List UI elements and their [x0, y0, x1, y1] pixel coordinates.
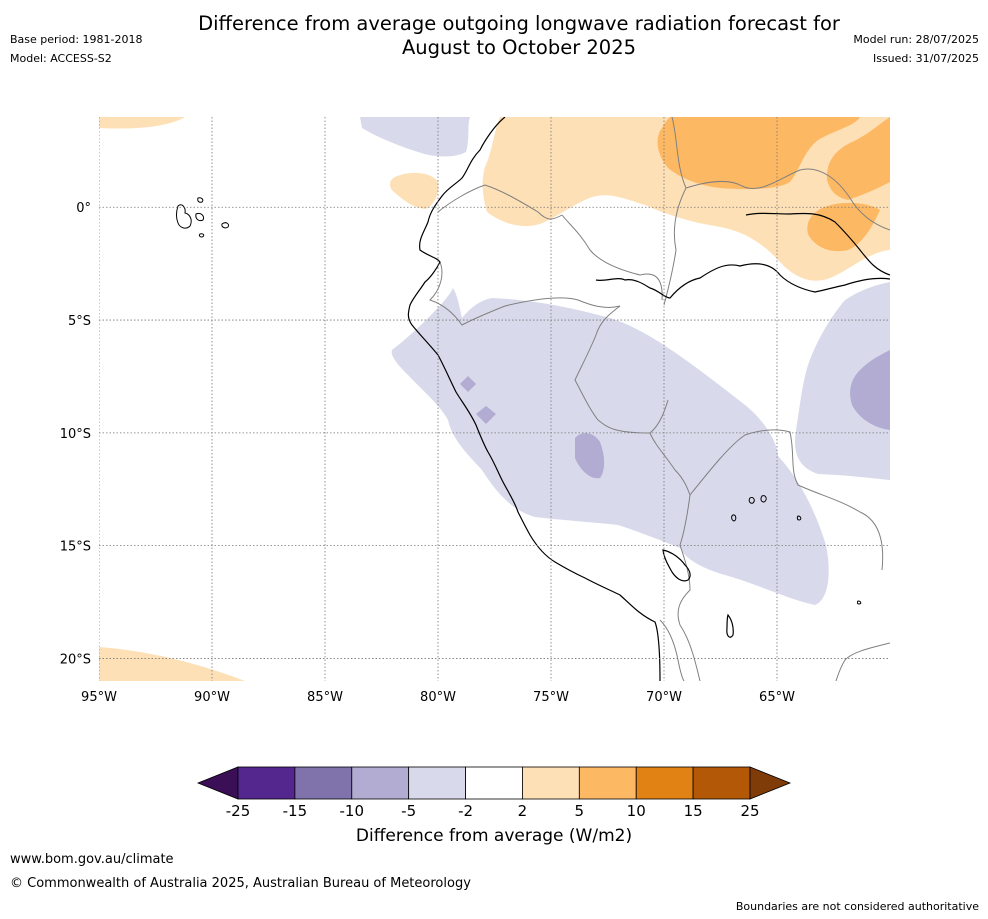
issued-text: Issued: 31/07/2025 [872, 52, 979, 65]
colorbar-tick-label: 5 [575, 802, 585, 820]
longitude-labels: 95°W 90°W 85°W 80°W 75°W 70°W 65°W [81, 690, 795, 705]
longitude-label: 90°W [194, 690, 230, 705]
coastlines [407, 117, 890, 681]
title-line-1: Difference from average outgoing longwav… [198, 12, 840, 35]
positive-anomaly-mid [657, 117, 890, 252]
border-colombia-ecuador [437, 184, 563, 220]
shade-peru-lavender [391, 288, 829, 605]
border-colombia-venezuela [663, 117, 687, 306]
colorbar-tick-label: 2 [518, 802, 528, 820]
footer-url[interactable]: www.bom.gov.au/climate [10, 852, 174, 867]
island-east-c [731, 514, 737, 522]
border-brazil-venezuela [685, 168, 890, 231]
colorbar-bin [237, 766, 296, 800]
galapagos-san-cristobal [221, 222, 229, 229]
coast-titicaca [662, 549, 691, 582]
colorbar-tick-label: -10 [340, 802, 365, 820]
colorbar-bin [465, 766, 523, 800]
longitude-label: 95°W [81, 690, 117, 705]
galapagos-santa-cruz [195, 213, 204, 222]
border-southeast [835, 642, 890, 681]
coast-amazon [745, 212, 890, 276]
shade-brazil-lavender [794, 282, 890, 480]
colorbar: -25 -15 -10 -5 -2 2 5 10 15 25 [196, 766, 792, 820]
galapagos-islet-b [198, 233, 205, 238]
longitude-label: 85°W [307, 690, 343, 705]
base-period-text: Base period: 1981-2018 [10, 33, 143, 46]
shade-sw-corner [99, 647, 245, 681]
colorbar-bin [692, 766, 751, 800]
latitude-label: 20°S [60, 652, 91, 667]
islands [176, 197, 862, 605]
longitude-label: 70°W [646, 690, 682, 705]
colorbar-max-extension [749, 766, 792, 800]
coast-venezuela-north [595, 263, 890, 299]
latitude-label: 0° [76, 201, 91, 216]
colorbar-min-extension [196, 766, 239, 800]
shade-nw-corner [99, 117, 185, 129]
latitude-label: 5°S [68, 314, 91, 329]
title-line-2: August to October 2025 [401, 36, 637, 59]
latitude-labels: 0° 5°S 10°S 15°S 20°S [60, 201, 91, 667]
colorbar-tick-label: -2 [458, 802, 473, 820]
shade-venezuela-orange [657, 117, 860, 190]
longitude-label: 65°W [759, 690, 795, 705]
negative-anomaly-light [360, 117, 890, 605]
coast-south-america-west [407, 117, 661, 681]
island-east-d [796, 515, 802, 521]
border-chile-bolivia [659, 619, 685, 681]
footer-copyright: © Commonwealth of Australia 2025, Austra… [10, 876, 471, 891]
colorbar-tick-label: 10 [627, 802, 646, 820]
colorbar-tick-label: -5 [401, 802, 416, 820]
shade-amazon-orange [807, 202, 880, 252]
country-borders [429, 117, 890, 681]
colorbar-tick-label: -15 [283, 802, 308, 820]
negative-anomaly-mid [460, 350, 890, 479]
coast-lake-poopo [726, 613, 734, 638]
shade-peru-patch-a [460, 376, 476, 392]
colorbar-label: Difference from average (W/m2) [355, 826, 633, 846]
colorbar-bin [635, 766, 694, 800]
shade-brazil-patch [850, 350, 890, 430]
shade-ecuador-coast [389, 172, 439, 209]
footer-disclaimer: Boundaries are not considered authoritat… [735, 900, 979, 913]
colorbar-tick-label: -25 [226, 802, 251, 820]
shade-guiana-orange [826, 117, 890, 200]
colorbar-tick-label: 25 [740, 802, 759, 820]
shade-peru-patch-c [575, 433, 605, 479]
island-east-e [856, 600, 862, 605]
galapagos-isabela [176, 204, 192, 229]
map-area [99, 117, 890, 681]
model-text: Model: ACCESS-S2 [10, 52, 112, 65]
shade-north-pacific-lavender [360, 117, 470, 157]
island-east-b [760, 495, 767, 503]
colorbar-bin [351, 766, 410, 800]
galapagos-islet-a [197, 197, 204, 203]
latitude-label: 15°S [60, 540, 91, 555]
longitude-label: 80°W [420, 690, 456, 705]
model-run-text: Model run: 28/07/2025 [853, 33, 979, 46]
latitude-label: 10°S [60, 427, 91, 442]
island-east-a [748, 497, 755, 504]
graticule [99, 117, 890, 681]
border-ecuador-peru [429, 261, 621, 326]
shade-peru-patch-b [476, 406, 496, 424]
colorbar-bin [578, 766, 637, 800]
border-bolivia-brazil [689, 429, 884, 571]
colorbar-bin [294, 766, 353, 800]
border-colombia-peru [561, 214, 663, 301]
longitude-label: 75°W [533, 690, 569, 705]
colorbar-bin [408, 766, 466, 800]
colorbar-tick-label: 15 [684, 802, 703, 820]
map-title: Difference from average outgoing longwav… [0, 12, 988, 60]
border-peru-bolivia [649, 432, 701, 681]
border-peru-brazil [574, 305, 669, 434]
colorbar-bin [522, 766, 580, 800]
